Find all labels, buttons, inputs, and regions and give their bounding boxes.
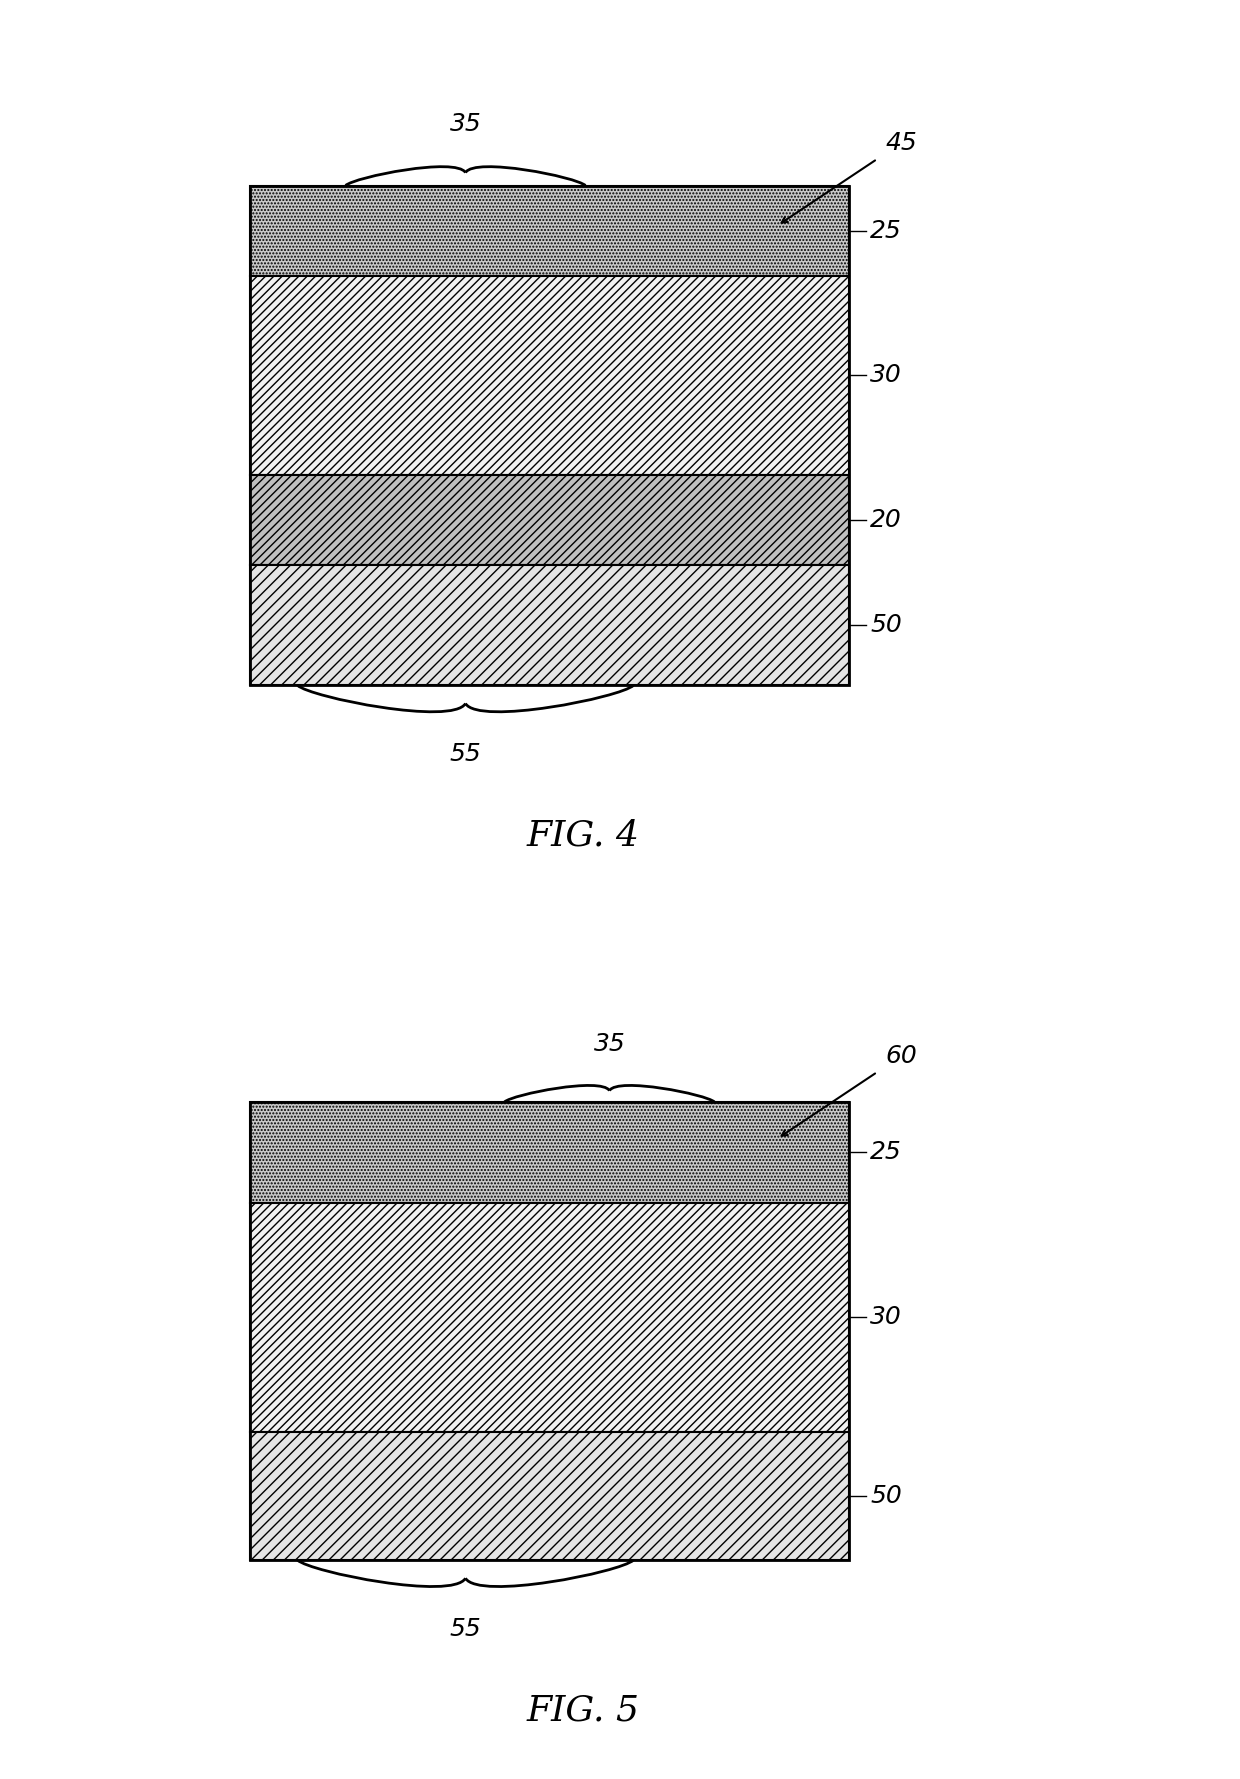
Text: 30: 30	[870, 1306, 901, 1329]
Bar	[249, 185, 849, 685]
Text: 50: 50	[870, 1484, 901, 1509]
Bar	[249, 276, 849, 475]
Text: 35: 35	[450, 112, 481, 135]
Text: 45: 45	[885, 130, 918, 155]
Text: 30: 30	[870, 363, 901, 388]
Text: FIG. 5: FIG. 5	[526, 1694, 640, 1727]
Bar	[249, 566, 849, 685]
Bar	[249, 185, 849, 276]
Bar	[249, 1101, 849, 1203]
Text: 50: 50	[870, 614, 901, 637]
Text: 60: 60	[885, 1044, 918, 1067]
Bar	[249, 1101, 849, 1560]
Bar	[249, 475, 849, 566]
Bar	[249, 1432, 849, 1560]
Text: 55: 55	[450, 1617, 481, 1640]
Text: 25: 25	[870, 1140, 901, 1163]
Text: FIG. 4: FIG. 4	[526, 818, 640, 852]
Text: 35: 35	[594, 1032, 625, 1057]
Text: 55: 55	[450, 742, 481, 767]
Bar	[249, 1203, 849, 1432]
Text: 20: 20	[870, 509, 901, 532]
Text: 25: 25	[870, 219, 901, 242]
